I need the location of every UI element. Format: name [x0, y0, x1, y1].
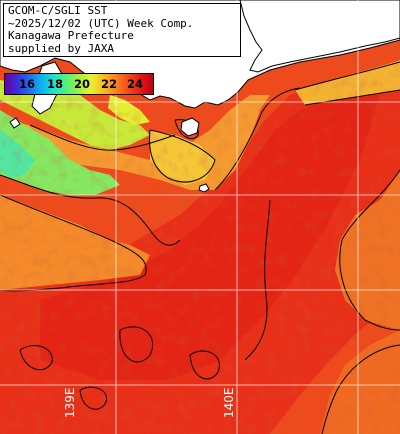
longitude-label-139e: 139E: [63, 387, 77, 419]
title-line-credit: supplied by JAXA: [8, 41, 114, 55]
title-line-date: ~2025/12/02 (UTC) Week Comp.: [8, 16, 194, 30]
colorbar-tick: 24: [126, 77, 144, 91]
temperature-colorbar: 16 18 20 22 24: [4, 73, 154, 95]
land-islet: [198, 183, 210, 193]
title-line-satellite: GCOM-C/SGLI SST: [8, 4, 108, 17]
land-islet: [9, 117, 21, 129]
colorbar-tick: 22: [100, 77, 118, 91]
colorbar-tick: 16: [18, 77, 36, 91]
title-box: GCOM-C/SGLI SST ~2025/12/02 (UTC) Week C…: [3, 3, 241, 57]
title-line-region: Kanagawa Prefecture: [8, 29, 134, 43]
land-oshima: [180, 117, 200, 137]
longitude-label-140e: 140E: [222, 387, 236, 419]
land-boso: [239, 0, 400, 73]
colorbar-tick: 20: [73, 77, 91, 91]
isotherm-contours: [0, 61, 400, 434]
colorbar-tick: 18: [46, 77, 64, 91]
